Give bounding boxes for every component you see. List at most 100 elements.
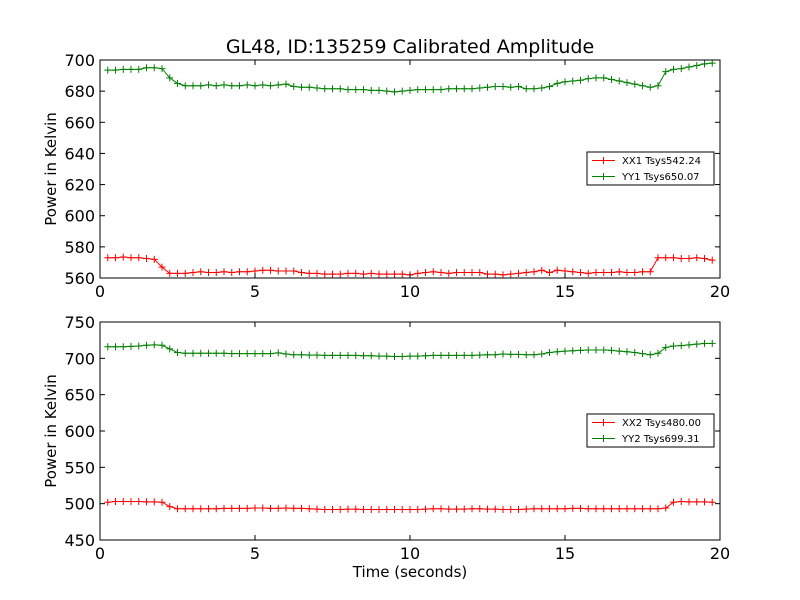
data-point	[468, 351, 476, 359]
data-point	[119, 497, 127, 505]
legend-box	[586, 151, 715, 186]
data-point	[212, 505, 220, 513]
data-point	[453, 505, 460, 513]
data-point	[282, 267, 290, 275]
data-point	[608, 269, 615, 277]
data-point	[398, 505, 406, 513]
data-point	[507, 505, 515, 513]
data-point	[608, 346, 615, 354]
data-point	[646, 351, 654, 359]
data-point	[468, 505, 476, 513]
data-point	[112, 343, 119, 351]
data-point	[174, 349, 181, 357]
data-point	[212, 82, 220, 90]
data-point	[600, 505, 608, 513]
data-point	[693, 61, 701, 69]
data-point	[383, 352, 391, 360]
data-point	[336, 85, 344, 93]
data-point	[422, 269, 429, 277]
data-point	[414, 505, 422, 513]
data-point	[251, 504, 259, 512]
data-point	[553, 79, 561, 87]
data-point	[553, 266, 561, 274]
data-point	[437, 269, 445, 277]
data-point	[491, 82, 499, 90]
data-point	[422, 86, 429, 94]
data-point	[507, 270, 515, 278]
data-point	[701, 498, 708, 506]
data-point	[150, 341, 158, 349]
data-point	[313, 505, 321, 513]
data-point	[693, 498, 701, 506]
x-tick-label: 15	[555, 544, 575, 563]
data-point	[119, 65, 127, 73]
bottom-panel: 0 5 10 15 20 450 500 550 600 650 700 750 Power in Ke…	[42, 313, 730, 581]
data-point	[104, 66, 112, 74]
data-point	[592, 269, 600, 277]
data-point	[228, 504, 236, 512]
data-point	[445, 269, 453, 277]
data-point	[654, 82, 662, 90]
y-tick-label: 550	[64, 458, 95, 477]
data-point	[367, 269, 375, 277]
data-point	[522, 351, 530, 359]
data-point	[298, 504, 305, 512]
data-point	[538, 266, 546, 274]
data-point	[476, 269, 484, 277]
data-point	[174, 79, 181, 87]
x-tick-label: 5	[250, 544, 260, 563]
data-point	[104, 254, 112, 262]
data-point	[484, 505, 491, 513]
data-point	[569, 504, 577, 512]
data-point	[701, 60, 708, 68]
data-point	[623, 505, 631, 513]
data-point	[584, 505, 592, 513]
data-point	[259, 504, 267, 512]
data-point	[460, 505, 468, 513]
data-point	[143, 255, 150, 263]
data-point	[150, 498, 158, 506]
data-point	[352, 269, 360, 277]
data-point	[701, 339, 708, 347]
data-point	[313, 269, 321, 277]
legend-box	[586, 413, 715, 448]
data-point	[236, 82, 243, 90]
chart-title: GL48, ID:135259 Calibrated Amplitude	[226, 36, 594, 58]
data-point	[522, 269, 530, 277]
data-point	[561, 78, 569, 86]
data-point	[631, 269, 639, 277]
data-point	[476, 84, 484, 92]
y-tick-label: 580	[64, 238, 95, 257]
data-point	[158, 498, 166, 506]
data-point	[530, 268, 538, 276]
data-point	[670, 342, 677, 350]
data-point	[600, 74, 608, 82]
data-point	[251, 82, 259, 90]
data-point	[398, 270, 406, 278]
legend: XX2 Tsys480.00 YY2 Tsys699.31	[586, 413, 715, 448]
y-tick-label: 450	[64, 531, 95, 550]
data-point	[321, 351, 329, 359]
data-point	[546, 505, 553, 513]
data-point	[662, 343, 670, 351]
data-point	[561, 347, 569, 355]
data-point	[646, 505, 654, 513]
data-point	[135, 254, 143, 262]
data-point	[189, 269, 197, 277]
data-point	[119, 343, 127, 351]
y-axis-label: Power in Kelvin	[42, 374, 60, 488]
data-point	[259, 266, 267, 274]
data-point	[298, 269, 305, 277]
data-point	[290, 351, 298, 359]
data-point	[639, 82, 646, 90]
data-point	[546, 82, 553, 90]
data-point	[677, 255, 685, 263]
data-point	[205, 505, 212, 513]
data-point	[708, 498, 716, 506]
y-tick-label: 640	[64, 144, 95, 163]
y-tick-label: 620	[64, 176, 95, 195]
data-point	[445, 505, 453, 513]
data-point	[639, 505, 646, 513]
data-point	[228, 82, 236, 90]
